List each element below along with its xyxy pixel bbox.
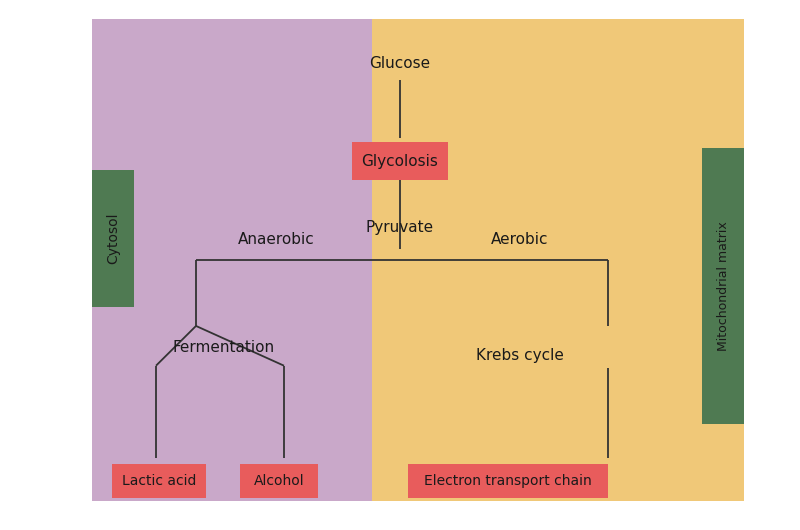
Text: Lactic acid: Lactic acid [122, 474, 196, 488]
Bar [112, 464, 206, 498]
Text: Anaerobic: Anaerobic [238, 232, 314, 247]
Text: Glucose: Glucose [370, 56, 430, 71]
Text: Electron transport chain: Electron transport chain [424, 474, 592, 488]
Bar [352, 142, 448, 180]
Text: Cytosol: Cytosol [106, 213, 120, 264]
Bar [240, 464, 318, 498]
Bar [92, 170, 134, 307]
Text: Fermentation: Fermentation [173, 340, 275, 355]
Bar [372, 19, 744, 501]
Text: Pyruvate: Pyruvate [366, 220, 434, 235]
Bar [702, 148, 744, 424]
Bar [92, 19, 464, 501]
Text: Mitochondrial matrix: Mitochondrial matrix [717, 222, 730, 351]
Text: Alcohol: Alcohol [254, 474, 305, 488]
Bar [408, 464, 608, 498]
Text: Glycolosis: Glycolosis [362, 154, 438, 169]
Text: Aerobic: Aerobic [491, 232, 549, 247]
Text: Krebs cycle: Krebs cycle [476, 348, 564, 363]
